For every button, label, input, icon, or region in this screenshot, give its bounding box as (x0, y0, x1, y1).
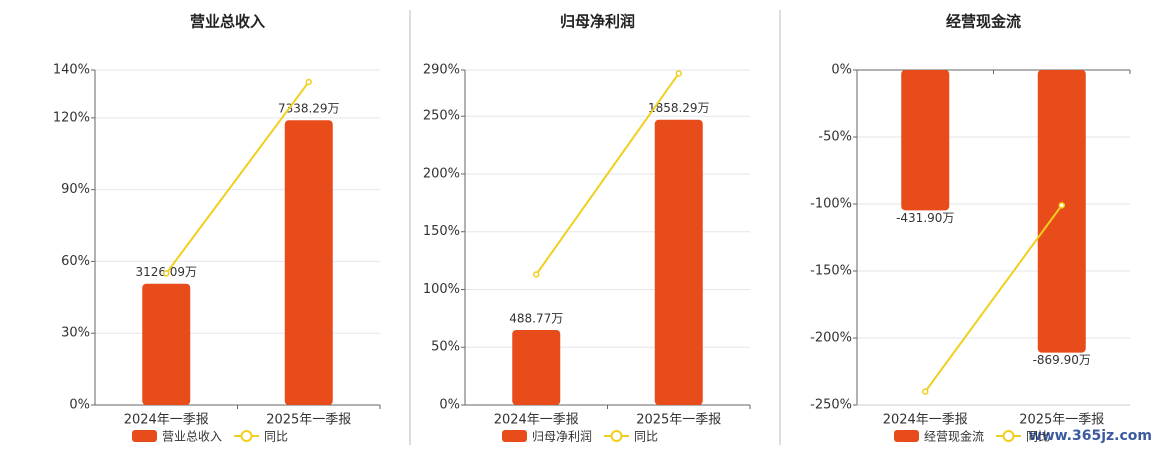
legend-label: 同比 (634, 430, 658, 444)
legend-marker (1002, 430, 1015, 442)
chart-title: 归母净利润 (560, 13, 635, 31)
line (535, 72, 680, 276)
bar (284, 120, 333, 405)
legend-swatch (894, 430, 919, 442)
y-tick-label: -250% (810, 398, 852, 413)
y-tick-label: 250% (423, 109, 460, 124)
value-label: -869.90万 (1033, 353, 1091, 367)
y-tick-label: 50% (431, 340, 460, 355)
legend-label: 归母净利润 (532, 430, 592, 444)
line-point (675, 70, 682, 77)
bar (901, 70, 950, 211)
line-point (163, 270, 170, 277)
y-tick-label: 100% (423, 282, 460, 297)
value-label: 488.77万 (509, 311, 563, 325)
y-tick-label: -200% (810, 331, 852, 346)
y-tick-label: 200% (423, 166, 460, 181)
y-tick-label: 290% (423, 63, 460, 78)
value-label: -431.90万 (896, 211, 954, 225)
legend-swatch (132, 430, 157, 442)
bar (654, 119, 703, 406)
line (924, 204, 1063, 393)
y-tick-label: 0% (69, 398, 90, 413)
y-tick-label: 60% (61, 254, 90, 269)
y-tick-label: 140% (53, 63, 90, 78)
y-tick-label: -150% (810, 264, 852, 279)
bar (142, 283, 191, 405)
line (165, 81, 310, 274)
x-tick-label: 2024年一季报 (494, 413, 579, 428)
chart-title: 营业总收入 (190, 13, 265, 31)
chart-title: 经营现金流 (946, 13, 1021, 31)
y-tick-label: 150% (423, 224, 460, 239)
bar (1037, 70, 1086, 353)
legend-label: 同比 (1026, 430, 1050, 444)
legend-label: 经营现金流 (924, 429, 984, 444)
line-point (922, 388, 929, 395)
line-point (1058, 202, 1065, 209)
x-tick-label: 2024年一季报 (124, 413, 209, 428)
legend-swatch (502, 430, 527, 442)
legend-marker (240, 430, 253, 442)
y-tick-label: 30% (61, 326, 90, 341)
value-label: 1858.29万 (648, 101, 710, 115)
y-tick-label: 0% (439, 398, 460, 413)
y-tick-label: 90% (61, 182, 90, 197)
legend-label: 同比 (264, 430, 288, 444)
y-tick-label: 0% (831, 63, 852, 78)
y-tick-label: -100% (810, 197, 852, 212)
bar (512, 329, 561, 405)
legend-marker (610, 430, 623, 442)
line-point (533, 271, 540, 278)
x-tick-label: 2025年一季报 (1019, 413, 1104, 428)
y-tick-label: -50% (818, 130, 852, 145)
legend-label: 营业总收入 (162, 430, 222, 444)
x-tick-label: 2024年一季报 (883, 413, 968, 428)
line-point (305, 78, 312, 86)
x-tick-label: 2025年一季报 (266, 413, 351, 428)
value-label: 7338.29万 (278, 102, 340, 116)
y-tick-label: 120% (53, 110, 90, 125)
watermark: www.365jz.com (1029, 428, 1152, 444)
x-tick-label: 2025年一季报 (636, 413, 721, 428)
